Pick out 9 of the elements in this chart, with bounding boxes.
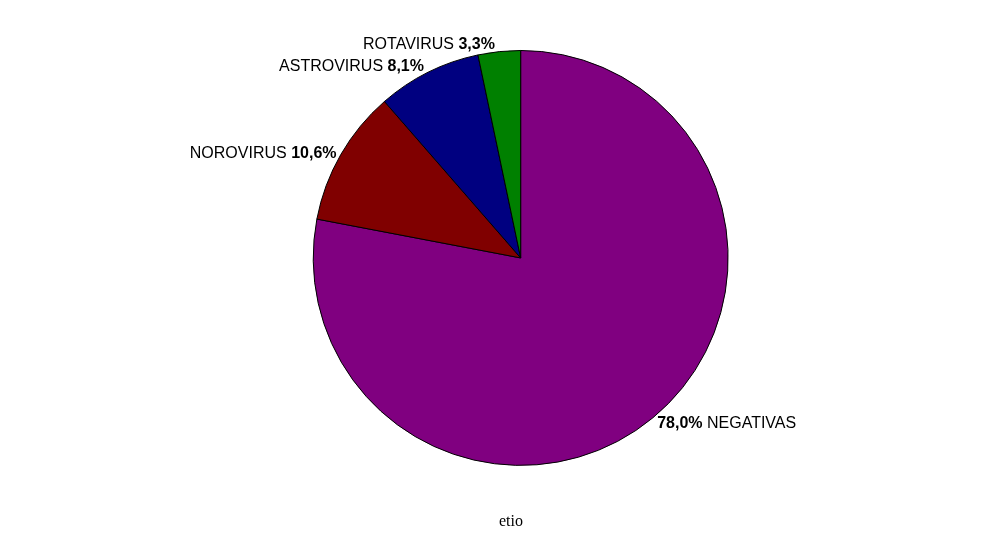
data-label: 8,1% (387, 56, 424, 74)
slice-label: NOROVIRUS (189, 143, 287, 161)
data-label: 10,6% (291, 143, 337, 161)
text: etio (499, 512, 523, 529)
slice-label: NEGATIVAS (706, 414, 797, 432)
data-label: 78,0% (657, 414, 703, 432)
slice-label: ROTAVIRUS (363, 34, 455, 52)
data-label: 3,3% (458, 34, 495, 52)
slice-label: ASTROVIRUS (279, 56, 384, 74)
